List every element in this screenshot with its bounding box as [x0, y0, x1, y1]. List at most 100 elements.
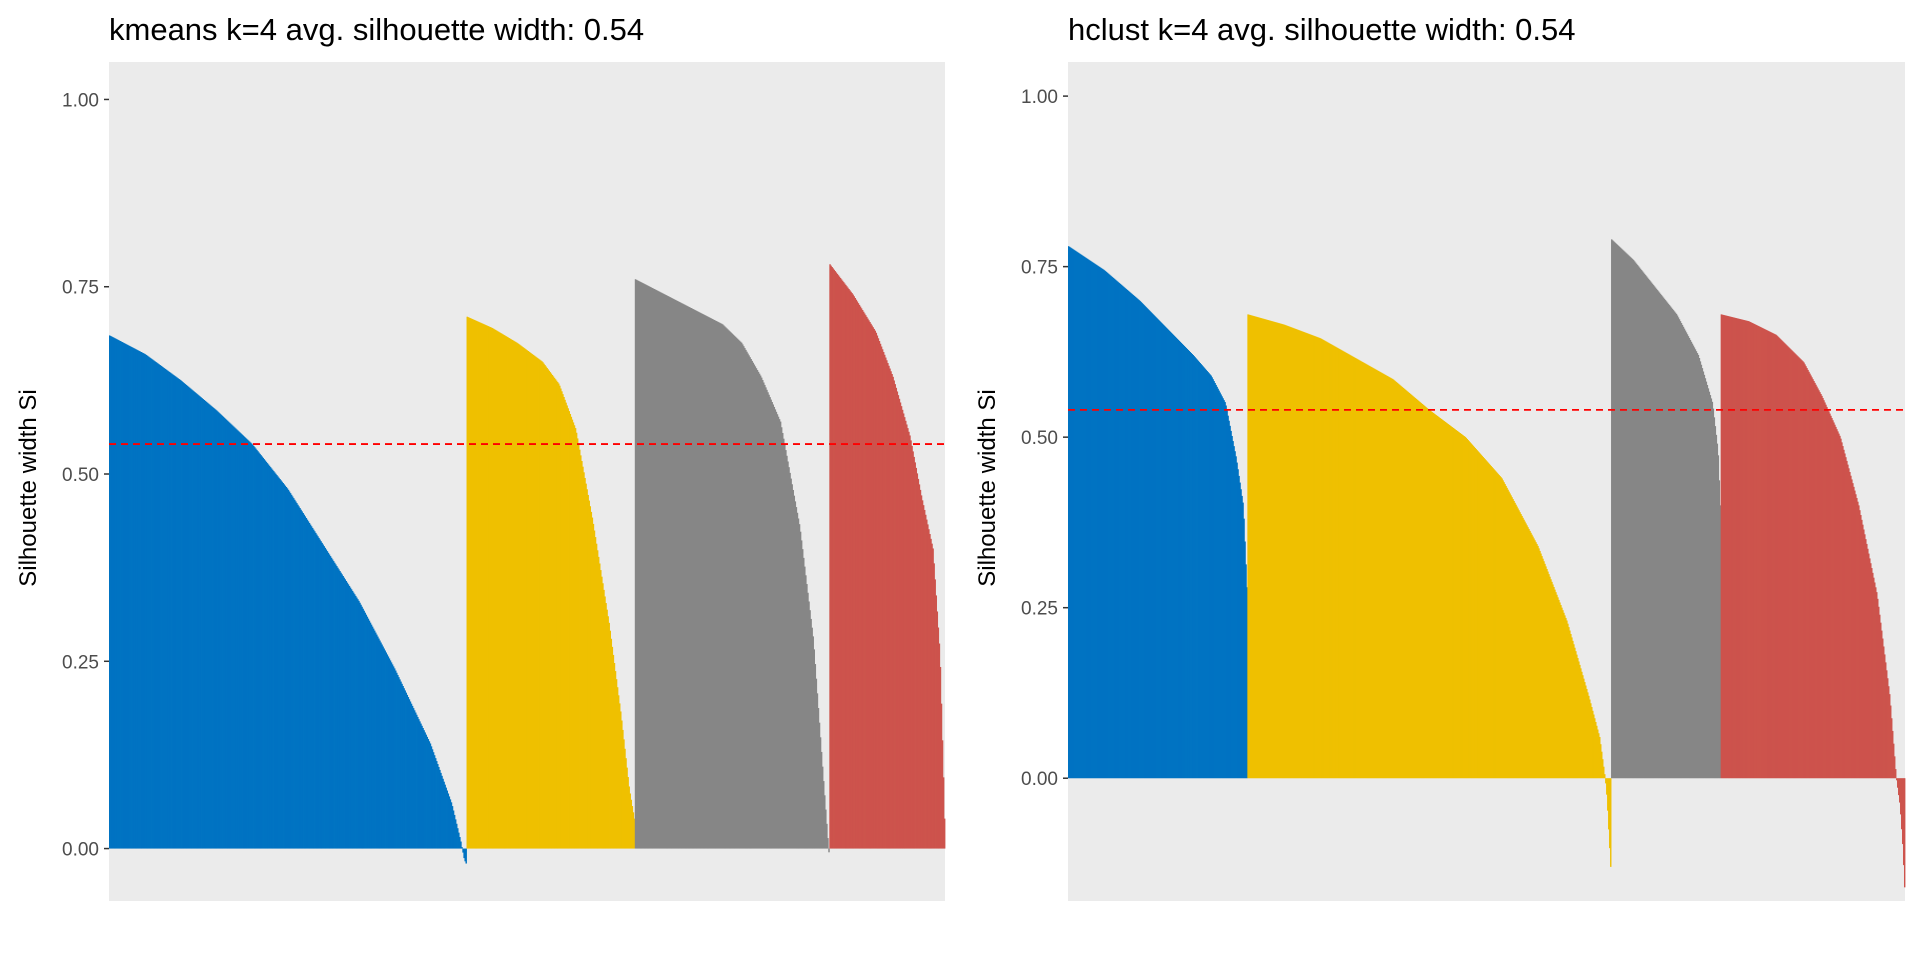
silhouette-bar — [1467, 440, 1469, 779]
silhouette-bar — [751, 360, 753, 849]
silhouette-bar — [1822, 398, 1824, 779]
silhouette-bar — [914, 462, 916, 849]
silhouette-bar — [222, 416, 225, 849]
silhouette-bar — [342, 576, 344, 849]
silhouette-bar — [1502, 480, 1504, 779]
silhouette-bar — [1301, 331, 1303, 779]
silhouette-bar — [1514, 502, 1516, 779]
silhouette-bar — [332, 561, 335, 849]
silhouette-bar — [1656, 290, 1659, 779]
silhouette-bar — [576, 438, 579, 849]
silhouette-bar — [449, 799, 452, 849]
silhouette-bar — [1283, 324, 1285, 779]
silhouette-bar — [387, 656, 390, 849]
silhouette-bar — [136, 349, 138, 849]
silhouette-bar — [1626, 253, 1628, 779]
silhouette-bar — [1462, 435, 1464, 779]
silhouette-bar — [620, 711, 622, 849]
silhouette-bar — [1401, 387, 1404, 779]
silhouette-bar — [1408, 393, 1411, 779]
silhouette-bar — [285, 487, 288, 849]
silhouette-bar — [835, 272, 838, 849]
silhouette-bar — [1805, 366, 1807, 779]
silhouette-bar — [1700, 364, 1703, 779]
silhouette-bar — [1684, 330, 1687, 779]
silhouette-bar — [343, 577, 345, 849]
silhouette-bar — [748, 355, 750, 849]
silhouette-bar — [1623, 250, 1625, 779]
silhouette-bar — [907, 428, 909, 849]
silhouette-bar — [1517, 508, 1519, 779]
silhouette-bar — [1482, 456, 1484, 779]
silhouette-bar — [1298, 330, 1300, 779]
silhouette-bar — [1678, 319, 1681, 779]
silhouette-bar — [299, 508, 301, 849]
silhouette-bar — [662, 293, 664, 849]
silhouette-bar — [805, 575, 807, 849]
silhouette-bar — [588, 500, 590, 849]
silhouette-bar — [1904, 778, 1906, 888]
silhouette-bar — [1820, 394, 1822, 779]
silhouette-bar — [1484, 459, 1486, 779]
silhouette-bar — [830, 265, 832, 849]
silhouette-bar — [1352, 356, 1355, 779]
silhouette-bar — [1088, 260, 1091, 779]
silhouette-bar — [1082, 256, 1085, 779]
silhouette-bar — [1889, 694, 1891, 779]
silhouette-bar — [1808, 371, 1810, 779]
silhouette-bar — [1636, 265, 1639, 779]
silhouette-bar — [472, 319, 475, 849]
silhouette-bar — [1665, 301, 1668, 779]
silhouette-bar — [183, 383, 186, 849]
silhouette-bar — [1083, 256, 1086, 779]
silhouette-bar — [1845, 457, 1847, 779]
silhouette-bar — [1170, 332, 1173, 779]
silhouette-bar — [1305, 332, 1307, 779]
silhouette-bar — [512, 340, 515, 849]
silhouette-bar — [923, 509, 926, 849]
silhouette-bar — [1756, 325, 1758, 779]
silhouette-bar — [1081, 255, 1084, 779]
silhouette-bar — [916, 473, 919, 849]
silhouette-bar — [786, 455, 788, 849]
silhouette-bar — [831, 267, 833, 849]
silhouette-bar — [1900, 778, 1902, 815]
silhouette-bar — [881, 349, 884, 849]
silhouette-bar — [1720, 314, 1723, 779]
silhouette-bar — [260, 455, 262, 849]
silhouette-bar — [1885, 662, 1887, 779]
silhouette-bar — [480, 322, 482, 849]
silhouette-bar — [1522, 517, 1524, 779]
silhouette-bar — [317, 536, 319, 849]
silhouette-bar — [1742, 319, 1744, 779]
silhouette-bar — [1481, 455, 1483, 779]
silhouette-bar — [1769, 331, 1771, 779]
silhouette-bar — [1155, 317, 1158, 779]
silhouette-bar — [1732, 317, 1735, 779]
silhouette-bar — [1351, 356, 1354, 779]
silhouette-bar — [335, 564, 337, 849]
silhouette-bar — [1244, 541, 1246, 779]
silhouette-bar — [1593, 714, 1595, 779]
silhouette-bar — [1332, 345, 1334, 779]
silhouette-bar — [1200, 364, 1202, 779]
silhouette-bar — [1142, 304, 1145, 779]
silhouette-bar — [1735, 318, 1738, 779]
silhouette-bar — [1197, 360, 1199, 779]
silhouette-bar — [1602, 759, 1604, 779]
silhouette-bar — [385, 652, 388, 849]
silhouette-bar — [280, 480, 282, 849]
silhouette-bar — [575, 432, 578, 849]
silhouette-bar — [1384, 374, 1387, 779]
silhouette-bar — [1780, 339, 1782, 779]
silhouette-bar — [1827, 409, 1829, 779]
silhouette-bar — [1629, 257, 1632, 779]
silhouette-bar — [1740, 319, 1742, 779]
silhouette-bar — [404, 690, 406, 849]
silhouette-bar — [302, 513, 304, 849]
silhouette-bar — [1358, 360, 1361, 779]
silhouette-bar — [119, 340, 121, 849]
silhouette-bar — [1391, 378, 1394, 779]
silhouette-bar — [1348, 354, 1351, 779]
silhouette-bar — [1427, 409, 1430, 779]
